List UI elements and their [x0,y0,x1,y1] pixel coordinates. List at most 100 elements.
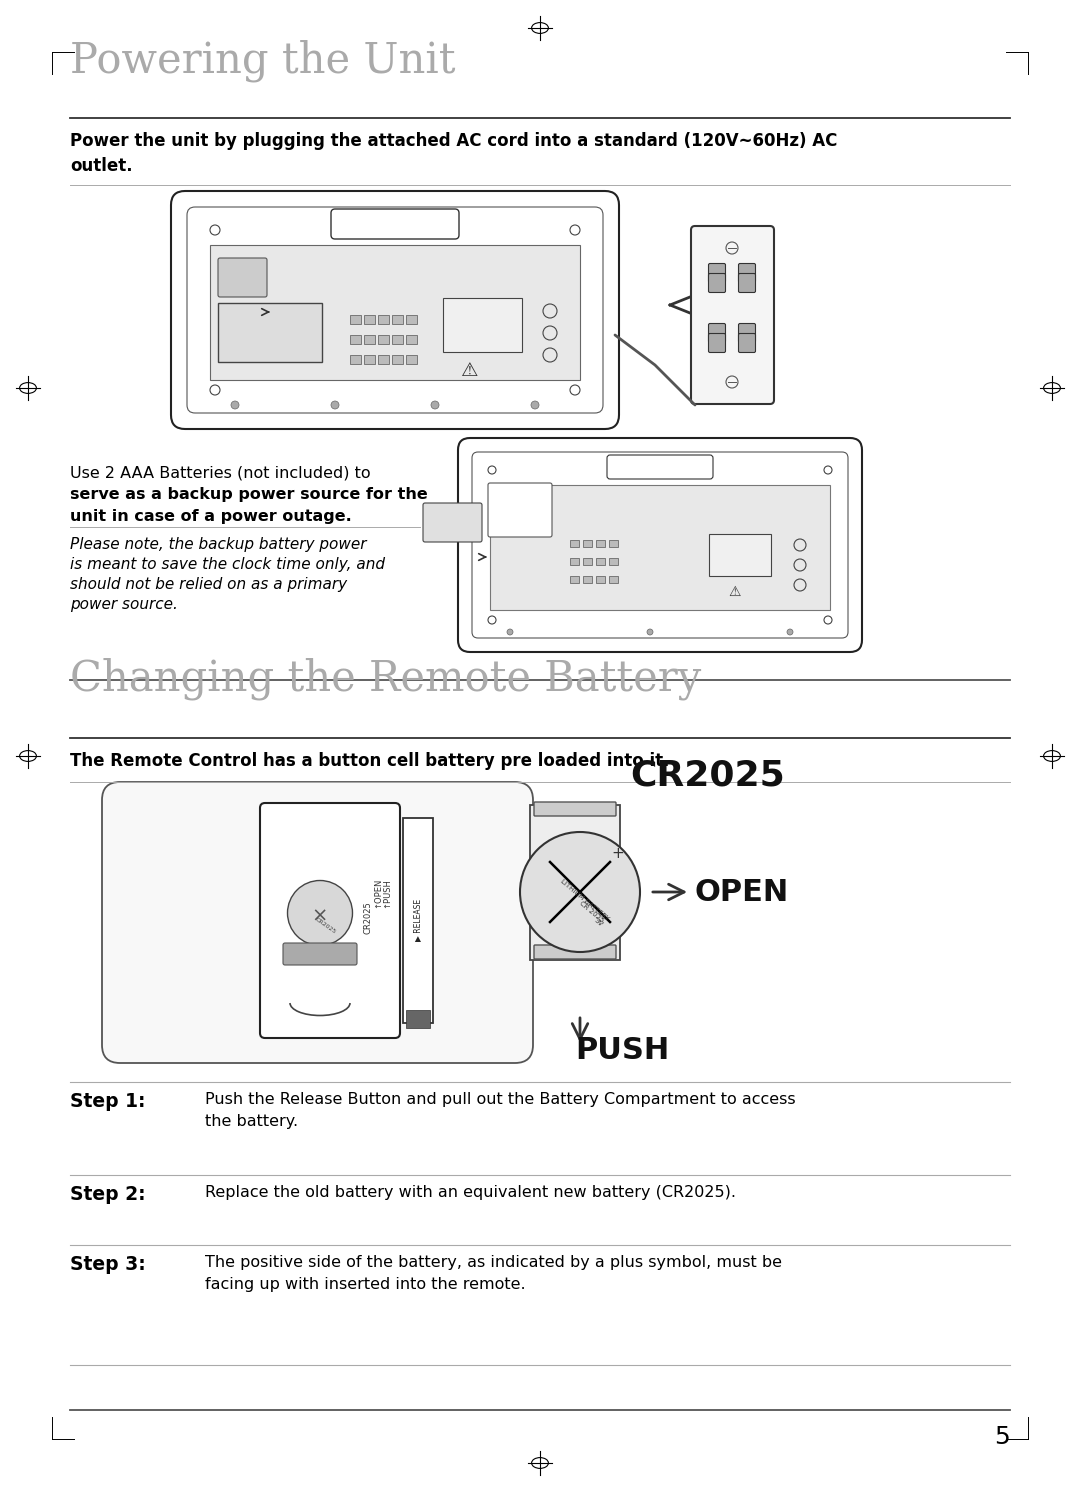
Text: Step 3:: Step 3: [70,1255,146,1273]
Ellipse shape [287,881,352,945]
Text: 3V: 3V [593,917,604,927]
FancyBboxPatch shape [330,209,459,239]
FancyBboxPatch shape [609,558,619,565]
FancyBboxPatch shape [708,334,726,352]
FancyBboxPatch shape [607,455,713,479]
FancyBboxPatch shape [596,540,605,547]
Circle shape [507,629,513,635]
FancyBboxPatch shape [405,355,417,364]
FancyBboxPatch shape [364,315,375,324]
FancyBboxPatch shape [391,334,403,343]
FancyBboxPatch shape [350,315,361,324]
FancyBboxPatch shape [102,781,534,1063]
Circle shape [787,629,793,635]
FancyBboxPatch shape [423,502,482,543]
Circle shape [531,401,539,409]
FancyBboxPatch shape [534,802,616,816]
FancyBboxPatch shape [218,258,267,297]
Text: ▶ RELEASE: ▶ RELEASE [414,899,422,941]
Text: ×: × [312,907,328,926]
FancyBboxPatch shape [350,334,361,343]
Text: OPEN: OPEN [696,878,789,907]
FancyBboxPatch shape [530,805,620,960]
Circle shape [330,401,339,409]
Text: ⚠: ⚠ [461,361,478,380]
FancyBboxPatch shape [364,334,375,343]
Text: power source.: power source. [70,596,178,611]
FancyBboxPatch shape [405,315,417,324]
FancyBboxPatch shape [596,558,605,565]
FancyBboxPatch shape [378,355,389,364]
FancyBboxPatch shape [708,273,726,292]
Text: 5: 5 [995,1425,1010,1449]
FancyBboxPatch shape [391,355,403,364]
FancyBboxPatch shape [739,273,756,292]
FancyBboxPatch shape [210,245,580,380]
FancyBboxPatch shape [405,334,417,343]
Ellipse shape [519,832,640,951]
Text: The positive side of the battery, as indicated by a plus symbol, must be: The positive side of the battery, as ind… [205,1255,782,1270]
FancyBboxPatch shape [218,303,322,362]
FancyBboxPatch shape [283,942,357,965]
FancyBboxPatch shape [708,324,726,343]
FancyBboxPatch shape [609,576,619,583]
FancyBboxPatch shape [260,804,400,1038]
FancyBboxPatch shape [570,576,579,583]
Text: CR2025: CR2025 [313,917,336,935]
Text: Push the Release Button and pull out the Battery Compartment to access: Push the Release Button and pull out the… [205,1091,796,1106]
Text: Step 1:: Step 1: [70,1091,146,1111]
FancyBboxPatch shape [350,355,361,364]
FancyBboxPatch shape [739,324,756,343]
Text: serve as a backup power source for the: serve as a backup power source for the [70,488,428,502]
Text: ↑OPEN: ↑OPEN [374,878,382,908]
Circle shape [647,629,653,635]
Text: Step 2:: Step 2: [70,1185,146,1205]
Circle shape [431,401,438,409]
FancyBboxPatch shape [609,540,619,547]
Text: The Remote Control has a button cell battery pre loaded into it.: The Remote Control has a button cell bat… [70,751,670,769]
FancyBboxPatch shape [378,334,389,343]
FancyBboxPatch shape [534,945,616,959]
Text: ↑PUSH: ↑PUSH [382,878,391,908]
Text: CR2025: CR2025 [364,902,373,935]
FancyBboxPatch shape [378,315,389,324]
FancyBboxPatch shape [364,355,375,364]
Text: outlet.: outlet. [70,157,133,174]
Text: Please note, the backup battery power: Please note, the backup battery power [70,537,366,552]
Text: LITHIUM BATTERY: LITHIUM BATTERY [559,878,610,921]
FancyBboxPatch shape [570,540,579,547]
Text: CR2025: CR2025 [630,759,785,793]
Text: +: + [611,847,624,862]
Text: should not be relied on as a primary: should not be relied on as a primary [70,577,347,592]
FancyBboxPatch shape [490,485,831,610]
FancyBboxPatch shape [391,315,403,324]
FancyBboxPatch shape [691,227,774,404]
FancyBboxPatch shape [458,438,862,652]
Text: unit in case of a power outage.: unit in case of a power outage. [70,508,352,523]
FancyBboxPatch shape [739,334,756,352]
FancyBboxPatch shape [583,540,592,547]
Text: Powering the Unit: Powering the Unit [70,39,456,82]
Text: ⚠: ⚠ [729,584,741,599]
Text: Use 2 AAA Batteries (not included) to: Use 2 AAA Batteries (not included) to [70,465,370,480]
Text: CR 2025: CR 2025 [579,901,605,924]
Text: the battery.: the battery. [205,1114,298,1129]
FancyBboxPatch shape [708,534,771,576]
FancyBboxPatch shape [171,191,619,429]
FancyBboxPatch shape [583,576,592,583]
Text: Changing the Remote Battery: Changing the Remote Battery [70,658,701,699]
FancyBboxPatch shape [596,576,605,583]
FancyBboxPatch shape [583,558,592,565]
FancyBboxPatch shape [403,819,433,1023]
Text: Replace the old battery with an equivalent new battery (CR2025).: Replace the old battery with an equivale… [205,1185,735,1200]
FancyBboxPatch shape [488,483,552,537]
FancyBboxPatch shape [443,298,522,352]
Text: Power the unit by plugging the attached AC cord into a standard (120V~60Hz) AC: Power the unit by plugging the attached … [70,133,837,151]
FancyBboxPatch shape [570,558,579,565]
Text: is meant to save the clock time only, and: is meant to save the clock time only, an… [70,558,384,573]
FancyBboxPatch shape [406,1009,430,1027]
Circle shape [231,401,239,409]
Text: PUSH: PUSH [575,1036,670,1065]
Text: facing up with inserted into the remote.: facing up with inserted into the remote. [205,1276,526,1293]
FancyBboxPatch shape [708,264,726,282]
